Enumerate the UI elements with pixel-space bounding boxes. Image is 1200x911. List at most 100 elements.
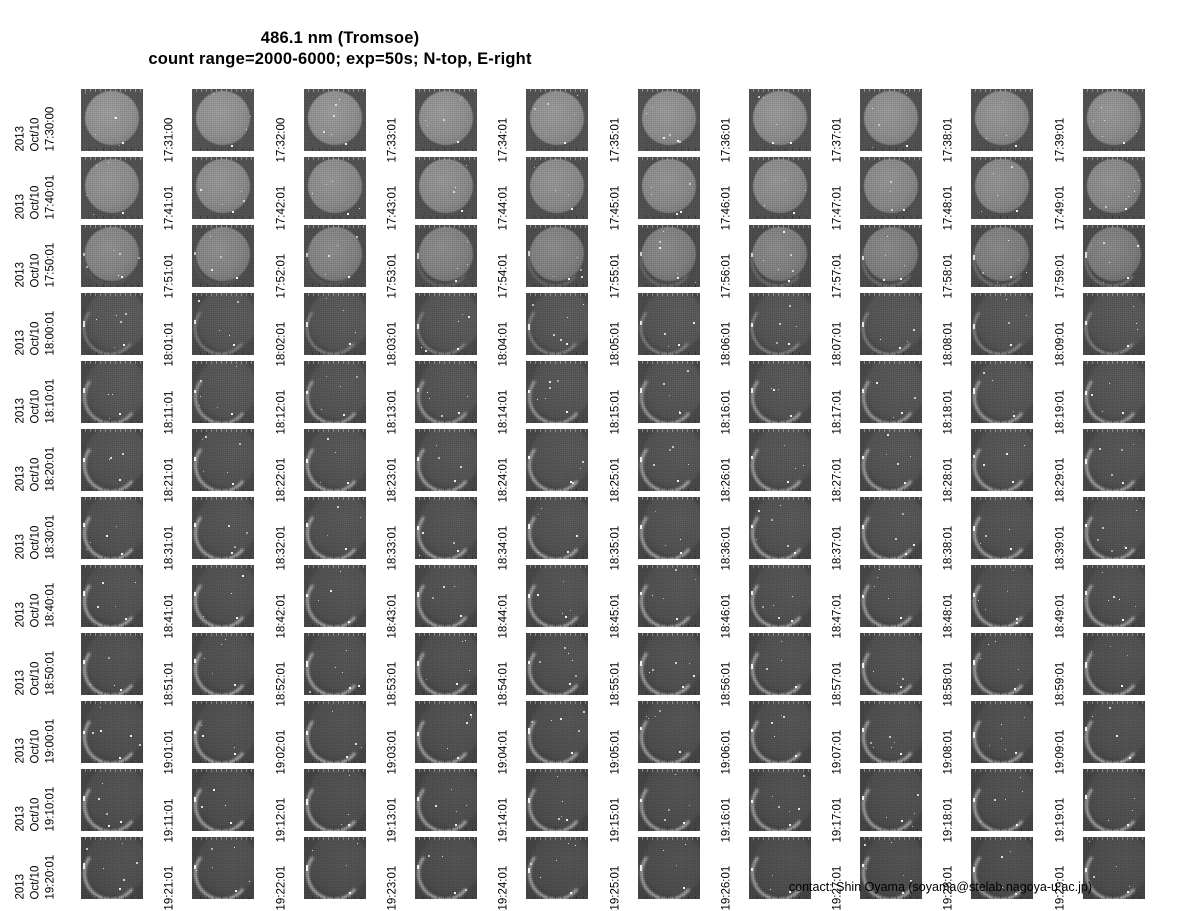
allsky-frame[interactable] [304,497,366,559]
allsky-frame[interactable] [415,225,477,287]
allsky-frame[interactable] [1083,633,1145,695]
allsky-frame[interactable] [971,701,1033,763]
allsky-frame[interactable] [81,225,143,287]
allsky-frame[interactable] [415,633,477,695]
allsky-frame[interactable] [415,565,477,627]
allsky-frame[interactable] [638,89,700,151]
allsky-frame[interactable] [526,701,588,763]
allsky-frame[interactable] [192,429,254,491]
allsky-frame[interactable] [971,293,1033,355]
allsky-frame[interactable] [415,701,477,763]
allsky-frame[interactable] [415,429,477,491]
allsky-frame[interactable] [192,701,254,763]
allsky-frame[interactable] [860,633,922,695]
allsky-frame[interactable] [860,565,922,627]
allsky-frame[interactable] [81,701,143,763]
allsky-frame[interactable] [192,361,254,423]
allsky-frame[interactable] [1083,361,1145,423]
allsky-frame[interactable] [860,701,922,763]
allsky-frame[interactable] [415,497,477,559]
allsky-frame[interactable] [192,769,254,831]
allsky-frame[interactable] [971,633,1033,695]
allsky-frame[interactable] [749,157,811,219]
allsky-frame[interactable] [749,633,811,695]
allsky-frame[interactable] [860,361,922,423]
allsky-frame[interactable] [749,225,811,287]
allsky-frame[interactable] [192,497,254,559]
allsky-frame[interactable] [638,497,700,559]
allsky-frame[interactable] [304,225,366,287]
allsky-frame[interactable] [526,429,588,491]
allsky-frame[interactable] [526,89,588,151]
allsky-frame[interactable] [526,565,588,627]
allsky-frame[interactable] [638,837,700,899]
allsky-frame[interactable] [304,769,366,831]
allsky-frame[interactable] [526,497,588,559]
allsky-frame[interactable] [304,361,366,423]
allsky-frame[interactable] [304,633,366,695]
allsky-frame[interactable] [971,565,1033,627]
allsky-frame[interactable] [81,565,143,627]
allsky-frame[interactable] [971,225,1033,287]
allsky-frame[interactable] [971,429,1033,491]
allsky-frame[interactable] [1083,497,1145,559]
allsky-frame[interactable] [415,89,477,151]
allsky-frame[interactable] [860,497,922,559]
allsky-frame[interactable] [81,837,143,899]
allsky-frame[interactable] [415,769,477,831]
allsky-frame[interactable] [860,157,922,219]
allsky-frame[interactable] [860,837,922,899]
allsky-frame[interactable] [638,429,700,491]
allsky-frame[interactable] [1083,293,1145,355]
allsky-frame[interactable] [860,769,922,831]
allsky-frame[interactable] [1083,429,1145,491]
allsky-frame[interactable] [1083,837,1145,899]
allsky-frame[interactable] [749,361,811,423]
allsky-frame[interactable] [749,701,811,763]
allsky-frame[interactable] [304,89,366,151]
allsky-frame[interactable] [526,293,588,355]
allsky-frame[interactable] [192,837,254,899]
allsky-frame[interactable] [971,157,1033,219]
allsky-frame[interactable] [749,565,811,627]
allsky-frame[interactable] [638,157,700,219]
allsky-frame[interactable] [304,837,366,899]
allsky-frame[interactable] [81,157,143,219]
allsky-frame[interactable] [192,157,254,219]
allsky-frame[interactable] [860,89,922,151]
allsky-frame[interactable] [81,293,143,355]
allsky-frame[interactable] [415,837,477,899]
allsky-frame[interactable] [638,361,700,423]
allsky-frame[interactable] [638,293,700,355]
allsky-frame[interactable] [971,837,1033,899]
allsky-frame[interactable] [81,429,143,491]
allsky-frame[interactable] [749,293,811,355]
allsky-frame[interactable] [749,837,811,899]
allsky-frame[interactable] [415,293,477,355]
allsky-frame[interactable] [304,157,366,219]
allsky-frame[interactable] [1083,225,1145,287]
allsky-frame[interactable] [1083,701,1145,763]
allsky-frame[interactable] [192,565,254,627]
allsky-frame[interactable] [192,225,254,287]
allsky-frame[interactable] [526,769,588,831]
allsky-frame[interactable] [304,701,366,763]
allsky-frame[interactable] [1083,89,1145,151]
allsky-frame[interactable] [304,429,366,491]
allsky-frame[interactable] [1083,565,1145,627]
allsky-frame[interactable] [638,565,700,627]
allsky-frame[interactable] [638,701,700,763]
allsky-frame[interactable] [971,89,1033,151]
allsky-frame[interactable] [749,89,811,151]
allsky-frame[interactable] [526,837,588,899]
allsky-frame[interactable] [192,633,254,695]
allsky-frame[interactable] [749,497,811,559]
allsky-frame[interactable] [526,633,588,695]
allsky-frame[interactable] [81,361,143,423]
allsky-frame[interactable] [860,293,922,355]
allsky-frame[interactable] [638,769,700,831]
allsky-frame[interactable] [415,361,477,423]
allsky-frame[interactable] [638,225,700,287]
allsky-frame[interactable] [304,565,366,627]
allsky-frame[interactable] [81,769,143,831]
